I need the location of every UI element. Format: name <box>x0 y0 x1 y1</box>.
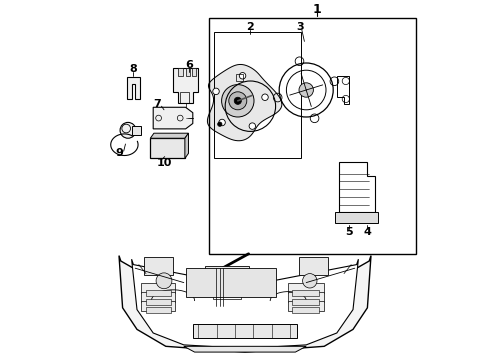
Bar <box>180 92 189 103</box>
Text: 8: 8 <box>129 64 137 74</box>
Polygon shape <box>288 283 324 293</box>
Circle shape <box>299 83 314 97</box>
Polygon shape <box>292 307 319 313</box>
Text: 4: 4 <box>364 227 371 237</box>
Circle shape <box>156 273 172 289</box>
Circle shape <box>221 85 254 117</box>
Circle shape <box>249 123 256 129</box>
Polygon shape <box>141 292 175 302</box>
Text: 6: 6 <box>185 60 193 70</box>
Circle shape <box>213 88 219 95</box>
Polygon shape <box>207 64 282 141</box>
Circle shape <box>229 92 247 110</box>
Text: 1: 1 <box>313 3 321 15</box>
Circle shape <box>303 274 317 288</box>
Polygon shape <box>292 290 319 296</box>
Circle shape <box>239 72 246 79</box>
Bar <box>192 68 196 76</box>
Bar <box>186 68 190 76</box>
Bar <box>150 138 185 158</box>
Text: 7: 7 <box>153 99 161 109</box>
Bar <box>209 18 416 254</box>
Polygon shape <box>132 259 358 348</box>
Bar <box>205 266 248 292</box>
Bar <box>132 126 141 135</box>
Polygon shape <box>146 307 171 313</box>
Polygon shape <box>146 290 171 296</box>
Bar <box>193 324 297 338</box>
Circle shape <box>219 119 225 126</box>
Polygon shape <box>150 133 189 138</box>
Text: 2: 2 <box>246 22 254 32</box>
Text: 9: 9 <box>116 148 123 158</box>
Bar <box>236 74 243 81</box>
Polygon shape <box>153 107 193 129</box>
Polygon shape <box>127 77 140 99</box>
Bar <box>178 68 183 76</box>
Bar <box>213 290 242 299</box>
Polygon shape <box>288 292 324 302</box>
Polygon shape <box>288 301 324 311</box>
Circle shape <box>234 97 242 104</box>
Polygon shape <box>141 283 175 293</box>
Polygon shape <box>335 212 378 223</box>
Text: 3: 3 <box>296 22 304 32</box>
Polygon shape <box>146 299 171 305</box>
Bar <box>215 32 301 158</box>
Polygon shape <box>292 299 319 305</box>
Polygon shape <box>119 256 371 352</box>
Polygon shape <box>173 68 198 103</box>
Circle shape <box>262 94 268 100</box>
Polygon shape <box>184 346 306 352</box>
Circle shape <box>218 122 222 126</box>
Text: 10: 10 <box>156 158 172 168</box>
Polygon shape <box>141 301 175 311</box>
Text: 5: 5 <box>345 227 353 237</box>
Circle shape <box>120 122 136 138</box>
Bar <box>299 257 328 275</box>
Bar <box>186 268 275 297</box>
Bar <box>144 257 173 275</box>
Polygon shape <box>185 133 189 158</box>
